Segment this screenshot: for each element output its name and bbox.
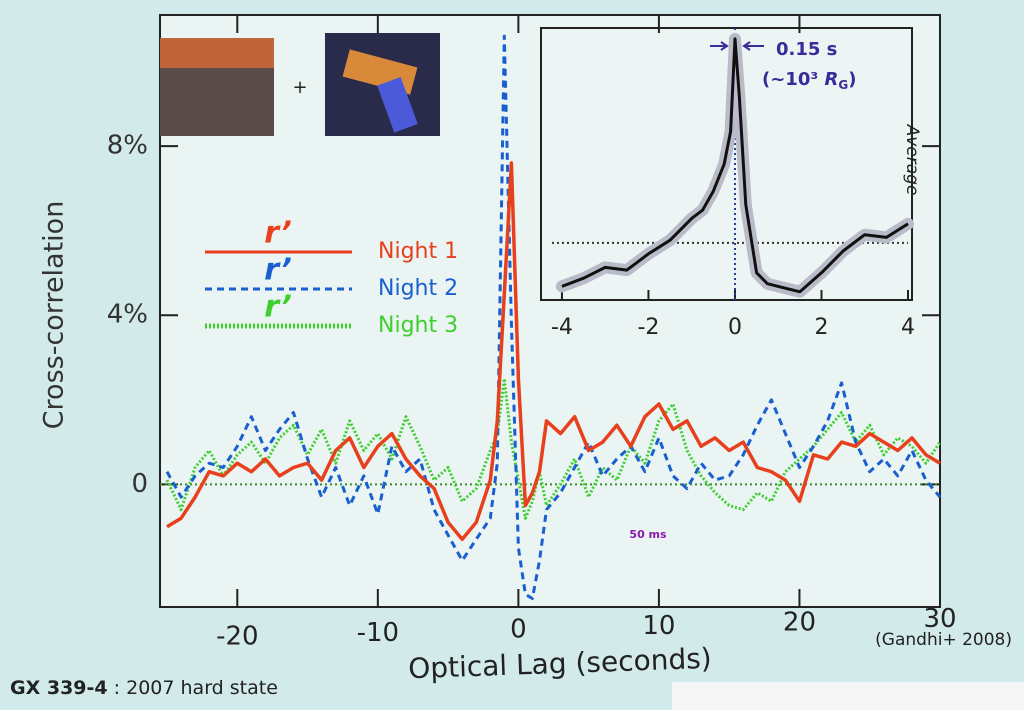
x-tick-label: 10 [642, 611, 675, 641]
footer-object: GX 339-4 [10, 677, 108, 699]
inset-x-tick-label: 4 [901, 315, 915, 340]
legend-label: Night 1 [378, 239, 458, 264]
footer: GX 339-4 : 2007 hard state [10, 677, 278, 699]
legend-band: r’ [264, 253, 291, 288]
y-tick-label: 0 [131, 469, 148, 499]
x-tick-label: 20 [783, 608, 816, 638]
legend-label: Night 3 [378, 313, 458, 338]
x-tick-label: 0 [510, 615, 527, 645]
note-part: G [838, 78, 848, 92]
y-tick-label: 4% [107, 300, 148, 330]
note-part: ) [848, 69, 856, 90]
credit: (Gandhi+ 2008) [875, 630, 1012, 650]
inset-x-tick-label: -4 [551, 315, 573, 340]
x-tick-label: 30 [923, 604, 956, 634]
legend-label: Night 2 [378, 276, 458, 301]
footer-state: : 2007 hard state [108, 677, 278, 699]
x-tick-label: -20 [216, 622, 258, 652]
inset-peak-label: 0.15 s [776, 39, 837, 60]
inset-x-tick-label: 0 [728, 315, 742, 340]
legend-band: r’ [264, 290, 291, 325]
note-part: (~10³ [762, 69, 825, 90]
y-axis-label: Cross-correlation [39, 201, 70, 430]
peak-arrows [710, 41, 764, 51]
y-tick-label: 8% [107, 131, 148, 161]
inset-line [561, 37, 909, 294]
images-separator: + [292, 77, 307, 98]
series-line [166, 161, 941, 542]
annotation: 50 ms [629, 528, 667, 541]
series-line [165, 34, 942, 600]
legend-band: r’ [264, 216, 291, 251]
inset-peak-note: (~10³ RG) [762, 69, 856, 92]
photo-sky [160, 38, 274, 68]
inset-label: Average [902, 124, 922, 196]
inset-x-tick-label: 2 [814, 315, 828, 340]
inset-x-tick-label: -2 [637, 315, 659, 340]
corner-panel [672, 682, 1024, 710]
note-part: R [825, 69, 839, 90]
satellite-panel [377, 77, 418, 133]
x-tick-label: -10 [357, 618, 399, 648]
